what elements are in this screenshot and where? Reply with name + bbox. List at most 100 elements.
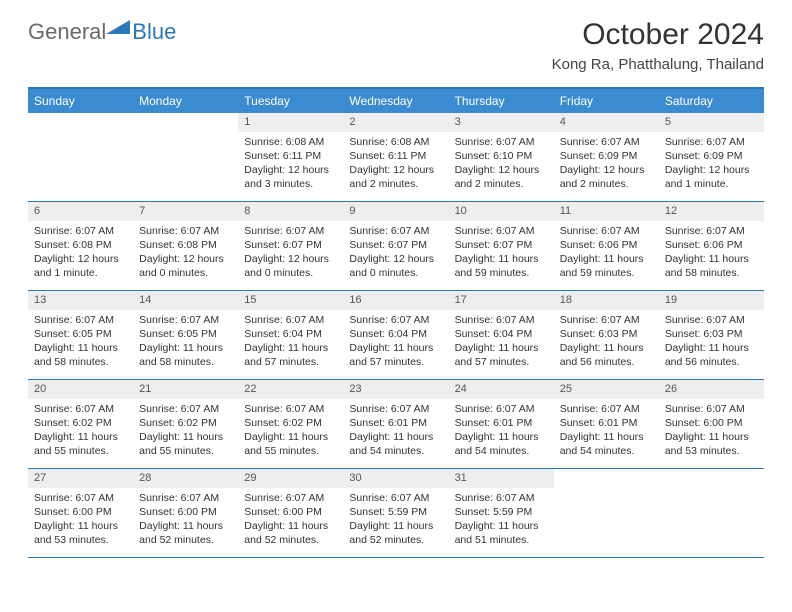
day-cell: 5Sunrise: 6:07 AMSunset: 6:09 PMDaylight…	[659, 113, 764, 201]
day-body: Sunrise: 6:07 AMSunset: 6:05 PMDaylight:…	[133, 310, 238, 375]
day-cell: 16Sunrise: 6:07 AMSunset: 6:04 PMDayligh…	[343, 291, 448, 379]
day-number: 9	[343, 202, 448, 221]
logo-text-blue: Blue	[132, 19, 176, 45]
sunrise-line: Sunrise: 6:07 AM	[34, 491, 127, 505]
daylight-line: Daylight: 11 hours and 57 minutes.	[244, 341, 337, 369]
sunset-line: Sunset: 6:06 PM	[560, 238, 653, 252]
day-body: Sunrise: 6:07 AMSunset: 6:00 PMDaylight:…	[659, 399, 764, 464]
daylight-line: Daylight: 11 hours and 57 minutes.	[349, 341, 442, 369]
day-cell: 20Sunrise: 6:07 AMSunset: 6:02 PMDayligh…	[28, 380, 133, 468]
daylight-line: Daylight: 11 hours and 58 minutes.	[139, 341, 232, 369]
sunset-line: Sunset: 6:04 PM	[349, 327, 442, 341]
sunrise-line: Sunrise: 6:07 AM	[349, 491, 442, 505]
dow-cell: Saturday	[659, 89, 764, 113]
sunrise-line: Sunrise: 6:07 AM	[139, 491, 232, 505]
sunrise-line: Sunrise: 6:07 AM	[665, 135, 758, 149]
day-body: Sunrise: 6:07 AMSunset: 6:09 PMDaylight:…	[659, 132, 764, 197]
daylight-line: Daylight: 11 hours and 58 minutes.	[34, 341, 127, 369]
day-cell: 9 Sunrise: 6:07 AMSunset: 6:07 PMDaylight…	[343, 202, 448, 290]
sunset-line: Sunset: 5:59 PM	[349, 505, 442, 519]
location-text: Kong Ra, Phatthalung, Thailand	[552, 56, 764, 73]
daylight-line: Daylight: 11 hours and 52 minutes.	[139, 519, 232, 547]
day-number: 2	[343, 113, 448, 132]
dow-cell: Tuesday	[238, 89, 343, 113]
sunset-line: Sunset: 6:03 PM	[560, 327, 653, 341]
day-number: 8	[238, 202, 343, 221]
day-body: Sunrise: 6:07 AMSunset: 6:03 PMDaylight:…	[659, 310, 764, 375]
day-body: Sunrise: 6:07 AMSunset: 6:08 PMDaylight:…	[28, 221, 133, 286]
day-cell: 1Sunrise: 6:08 AMSunset: 6:11 PMDaylight…	[238, 113, 343, 201]
day-cell: 26Sunrise: 6:07 AMSunset: 6:00 PMDayligh…	[659, 380, 764, 468]
day-cell: 11 Sunrise: 6:07 AMSunset: 6:06 PMDayligh…	[554, 202, 659, 290]
day-body: Sunrise: 6:07 AMSunset: 6:04 PMDaylight:…	[343, 310, 448, 375]
sunrise-line: Sunrise: 6:07 AM	[244, 402, 337, 416]
calendar: SundayMondayTuesdayWednesdayThursdayFrid…	[28, 87, 764, 558]
day-number: 28	[133, 469, 238, 488]
daylight-line: Daylight: 12 hours and 0 minutes.	[244, 252, 337, 280]
day-cell: 12Sunrise: 6:07 AMSunset: 6:06 PMDayligh…	[659, 202, 764, 290]
day-cell: 29Sunrise: 6:07 AMSunset: 6:00 PMDayligh…	[238, 469, 343, 557]
day-number: 11	[554, 202, 659, 221]
sunset-line: Sunset: 6:04 PM	[244, 327, 337, 341]
day-number: 18	[554, 291, 659, 310]
sunset-line: Sunset: 6:02 PM	[34, 416, 127, 430]
sunset-line: Sunset: 6:07 PM	[455, 238, 548, 252]
sunset-line: Sunset: 6:01 PM	[560, 416, 653, 430]
day-cell	[133, 113, 238, 201]
day-cell	[554, 469, 659, 557]
day-number: 3	[449, 113, 554, 132]
sunset-line: Sunset: 6:00 PM	[34, 505, 127, 519]
daylight-line: Daylight: 12 hours and 2 minutes.	[560, 163, 653, 191]
sunset-line: Sunset: 6:08 PM	[34, 238, 127, 252]
daylight-line: Daylight: 12 hours and 0 minutes.	[139, 252, 232, 280]
sunset-line: Sunset: 6:09 PM	[560, 149, 653, 163]
sunset-line: Sunset: 6:07 PM	[349, 238, 442, 252]
sunset-line: Sunset: 6:06 PM	[665, 238, 758, 252]
sunset-line: Sunset: 6:05 PM	[139, 327, 232, 341]
daylight-line: Daylight: 11 hours and 53 minutes.	[665, 430, 758, 458]
day-cell: 24Sunrise: 6:07 AMSunset: 6:01 PMDayligh…	[449, 380, 554, 468]
sunrise-line: Sunrise: 6:07 AM	[455, 491, 548, 505]
day-number: 26	[659, 380, 764, 399]
sunrise-line: Sunrise: 6:07 AM	[560, 224, 653, 238]
sunset-line: Sunset: 6:03 PM	[665, 327, 758, 341]
day-body: Sunrise: 6:08 AMSunset: 6:11 PMDaylight:…	[238, 132, 343, 197]
sunrise-line: Sunrise: 6:07 AM	[455, 135, 548, 149]
daylight-line: Daylight: 12 hours and 0 minutes.	[349, 252, 442, 280]
day-cell: 15Sunrise: 6:07 AMSunset: 6:04 PMDayligh…	[238, 291, 343, 379]
week-row: 1Sunrise: 6:08 AMSunset: 6:11 PMDaylight…	[28, 113, 764, 202]
day-number: 7	[133, 202, 238, 221]
daylight-line: Daylight: 11 hours and 56 minutes.	[560, 341, 653, 369]
sunset-line: Sunset: 6:05 PM	[34, 327, 127, 341]
day-cell: 27Sunrise: 6:07 AMSunset: 6:00 PMDayligh…	[28, 469, 133, 557]
day-number: 24	[449, 380, 554, 399]
daylight-line: Daylight: 11 hours and 54 minutes.	[455, 430, 548, 458]
sunset-line: Sunset: 6:11 PM	[244, 149, 337, 163]
day-number: 13	[28, 291, 133, 310]
day-body: Sunrise: 6:07 AMSunset: 5:59 PMDaylight:…	[343, 488, 448, 553]
day-number: 12	[659, 202, 764, 221]
day-cell	[659, 469, 764, 557]
day-number: 17	[449, 291, 554, 310]
sunrise-line: Sunrise: 6:07 AM	[34, 313, 127, 327]
sunrise-line: Sunrise: 6:07 AM	[455, 224, 548, 238]
daylight-line: Daylight: 11 hours and 58 minutes.	[665, 252, 758, 280]
day-number: 15	[238, 291, 343, 310]
sunrise-line: Sunrise: 6:07 AM	[349, 224, 442, 238]
day-body: Sunrise: 6:07 AMSunset: 6:01 PMDaylight:…	[343, 399, 448, 464]
day-body: Sunrise: 6:07 AMSunset: 6:02 PMDaylight:…	[28, 399, 133, 464]
day-cell: 7Sunrise: 6:07 AMSunset: 6:08 PMDaylight…	[133, 202, 238, 290]
day-cell	[28, 113, 133, 201]
dow-cell: Sunday	[28, 89, 133, 113]
day-body: Sunrise: 6:07 AMSunset: 6:04 PMDaylight:…	[238, 310, 343, 375]
daylight-line: Daylight: 11 hours and 59 minutes.	[560, 252, 653, 280]
sunrise-line: Sunrise: 6:07 AM	[560, 135, 653, 149]
day-cell: 17Sunrise: 6:07 AMSunset: 6:04 PMDayligh…	[449, 291, 554, 379]
day-number: 29	[238, 469, 343, 488]
sunset-line: Sunset: 6:11 PM	[349, 149, 442, 163]
sunrise-line: Sunrise: 6:07 AM	[244, 224, 337, 238]
day-body: Sunrise: 6:07 AMSunset: 6:00 PMDaylight:…	[238, 488, 343, 553]
dow-cell: Friday	[554, 89, 659, 113]
day-body: Sunrise: 6:07 AMSunset: 6:02 PMDaylight:…	[133, 399, 238, 464]
sunset-line: Sunset: 6:04 PM	[455, 327, 548, 341]
